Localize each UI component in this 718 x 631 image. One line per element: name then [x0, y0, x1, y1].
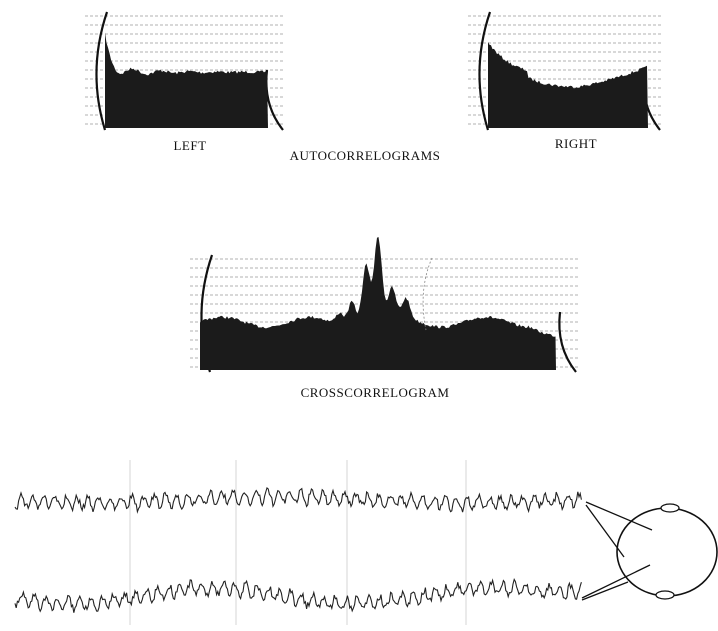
eeg-trace	[15, 580, 581, 613]
right-autocorrelogram	[468, 12, 662, 130]
scale-arc	[559, 312, 576, 372]
eeg-trace	[15, 488, 581, 512]
electrode-lead	[586, 505, 624, 557]
electrode-lead	[582, 565, 650, 598]
crosscorrelogram-plot	[190, 237, 578, 372]
scale-arc	[423, 258, 432, 330]
figure: LEFT AUTOCORRELOGRAMS RIGHT CROSSCORRELO…	[0, 0, 718, 631]
left-label: LEFT	[173, 138, 206, 153]
eeg-traces	[15, 460, 581, 625]
autocorrelograms-label: AUTOCORRELOGRAMS	[290, 148, 441, 163]
correlogram-fill	[105, 33, 268, 129]
electrode-lead	[582, 582, 628, 600]
crosscorrelogram-label: CROSSCORRELOGRAM	[301, 385, 450, 400]
head-diagram	[582, 502, 717, 600]
ear	[661, 504, 679, 512]
left-autocorrelogram	[85, 12, 285, 130]
correlogram-fill	[200, 237, 556, 370]
correlogram-fill	[488, 42, 648, 128]
ear	[656, 591, 674, 599]
right-label: RIGHT	[555, 136, 597, 151]
electrode-lead	[586, 502, 652, 530]
